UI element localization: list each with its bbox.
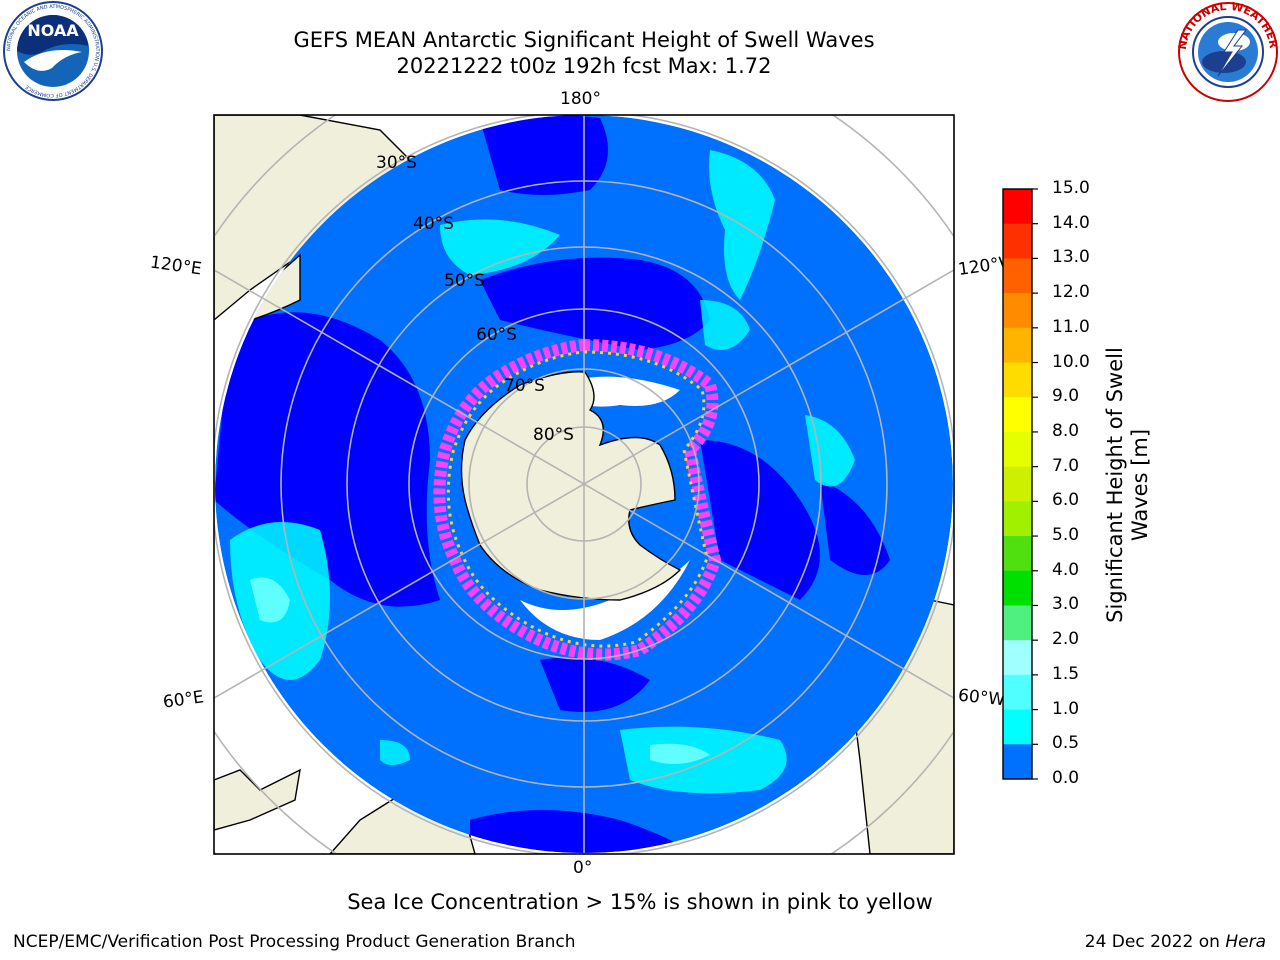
colorbar-tick-label: 11.0: [1052, 316, 1090, 337]
colorbar: [1002, 188, 1038, 780]
colorbar-tick-label: 3.0: [1052, 594, 1080, 615]
colorbar-swatch: [1003, 397, 1032, 433]
colorbar-swatch: [1003, 362, 1032, 398]
footer-date-text: 24 Dec 2022 on: [1084, 932, 1220, 952]
colorbar-swatch: [1003, 223, 1032, 259]
colorbar-swatch: [1003, 293, 1032, 329]
colorbar-tick-label: 12.0: [1052, 282, 1090, 303]
colorbar-swatch: [1003, 189, 1032, 225]
colorbar-label-line1: Significant Height of Swell: [1103, 347, 1127, 623]
colorbar-label: Significant Height of Swell Waves [m]: [1103, 325, 1153, 645]
colorbar-tick-label: 1.5: [1052, 663, 1080, 684]
colorbar-swatch: [1003, 536, 1032, 572]
colorbar-swatch: [1003, 744, 1032, 780]
colorbar-tick-label: 0.0: [1052, 768, 1080, 788]
colorbar-tick-label: 14.0: [1052, 212, 1090, 233]
antarctica-land: [460, 371, 682, 601]
colorbar-swatch: [1003, 570, 1032, 606]
colorbar-swatch: [1003, 674, 1032, 711]
meridian-label-0: 0°: [573, 858, 593, 878]
colorbar-tick-label: 1.0: [1052, 698, 1080, 719]
parallel-label-40s: 40°S: [413, 214, 454, 234]
nws-logo-icon: NATIONAL WEATHER SERVICE: [1176, 0, 1280, 102]
footer-date: 24 Dec 2022 on Hera: [1085, 932, 1266, 952]
colorbar-tick-label: 4.0: [1052, 559, 1080, 580]
parallel-label-60s: 60°S: [476, 325, 517, 345]
svg-text:NOAA: NOAA: [27, 21, 79, 40]
colorbar-swatch: [1003, 640, 1032, 676]
chart-title: GEFS MEAN Antarctic Significant Height o…: [293, 28, 875, 52]
colorbar-tick-label: 9.0: [1052, 386, 1080, 407]
meridian-label-180: 180°: [560, 89, 601, 109]
parallel-label-30s: 30°S: [376, 153, 417, 173]
colorbar-swatch: [1003, 466, 1032, 502]
colorbar-tick-label: 5.0: [1052, 525, 1080, 546]
chart-subtitle: 20221222 t00z 192h fcst Max: 1.72: [396, 54, 772, 78]
colorbar-tick-label: 7.0: [1052, 455, 1080, 476]
colorbar-tick-label: 8.0: [1052, 420, 1080, 441]
parallel-label-70s: 70°S: [504, 376, 545, 396]
colorbar-label-line2: Waves [m]: [1128, 428, 1152, 542]
map-frame: [213, 114, 955, 855]
colorbar-tick-label: 10.0: [1052, 351, 1090, 372]
colorbar-swatch: [1003, 605, 1032, 641]
colorbar-tick-label: 6.0: [1052, 490, 1080, 511]
colorbar-swatch: [1003, 258, 1032, 294]
colorbar-tick-label: 15.0: [1052, 178, 1090, 198]
graticule: [214, 115, 954, 854]
footer-machine: Hera: [1225, 932, 1266, 952]
colorbar-swatch: [1003, 501, 1032, 537]
noaa-logo-icon: NOAA NATIONAL OCEANIC AND ATMOSPHERIC AD…: [3, 1, 103, 101]
sea-ice-note: Sea Ice Concentration > 15% is shown in …: [347, 890, 933, 914]
colorbar-tick-label: 0.5: [1052, 733, 1080, 754]
colorbar-swatch: [1003, 431, 1032, 468]
colorbar-swatch: [1003, 327, 1032, 364]
parallel-label-50s: 50°S: [444, 271, 485, 291]
colorbar-swatch: [1003, 709, 1032, 745]
colorbar-frame: [1002, 188, 1033, 780]
colorbar-tick-label: 13.0: [1052, 247, 1090, 268]
parallel-label-80s: 80°S: [533, 425, 574, 445]
colorbar-tick-label: 2.0: [1052, 629, 1080, 650]
footer-credit: NCEP/EMC/Verification Post Processing Pr…: [13, 932, 576, 952]
